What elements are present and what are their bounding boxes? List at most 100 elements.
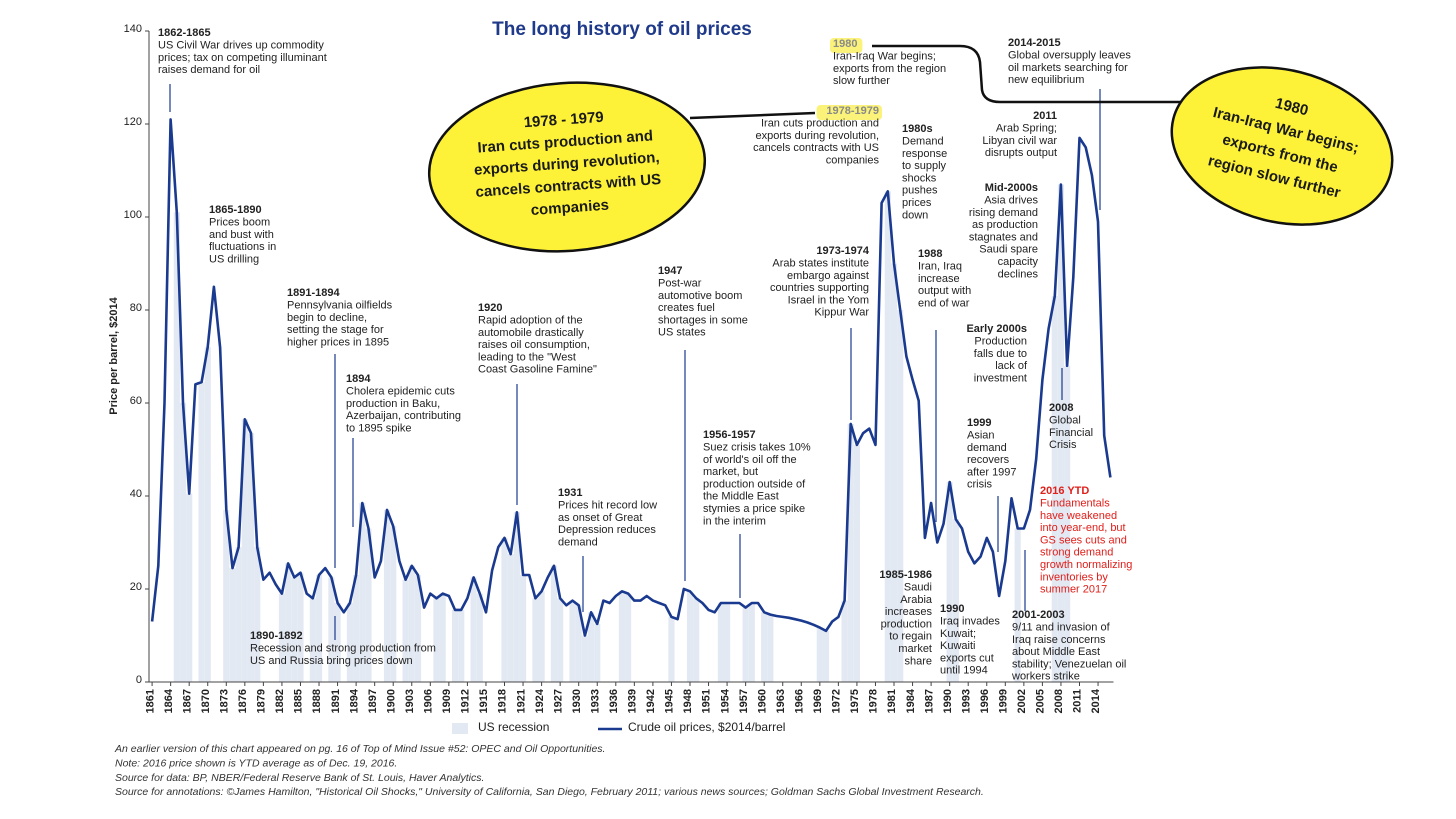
annotation-text: stagnates and xyxy=(969,231,1038,243)
annotation-text: and bust with xyxy=(209,229,274,241)
annotation-text: to 1895 spike xyxy=(346,422,411,434)
recession-bar xyxy=(501,537,508,682)
x-tick-label: 1966 xyxy=(793,689,805,713)
annotation-text: strong demand xyxy=(1040,547,1113,559)
annotation-text: crisis xyxy=(967,479,993,491)
annotation-text: Prices boom xyxy=(209,217,270,229)
annotation-text: of world's oil off the xyxy=(703,454,797,466)
x-tick-label: 2014 xyxy=(1090,688,1102,713)
recession-bar xyxy=(186,493,193,682)
x-tick-label: 1900 xyxy=(385,689,397,713)
recession-bar xyxy=(334,602,341,682)
legend-label: US recession xyxy=(478,720,549,734)
annotation-text: Coast Gasoline Famine" xyxy=(478,364,597,376)
annotation-text: share xyxy=(904,655,932,667)
x-tick-label: 1921 xyxy=(515,689,527,713)
annotation-text: Azerbaijan, contributing xyxy=(346,410,461,422)
recession-bar xyxy=(946,482,953,682)
recession-bar xyxy=(884,191,891,683)
annotation-title: 1890-1892 xyxy=(250,630,303,642)
recession-bar xyxy=(173,212,180,682)
annotation-title: 1920 xyxy=(478,302,502,314)
recession-bar xyxy=(513,512,520,682)
recession-bar xyxy=(476,593,483,682)
annotation-text: prices xyxy=(902,197,932,209)
x-tick-label: 1933 xyxy=(589,689,601,713)
annotation-text: Crisis xyxy=(1049,439,1077,451)
x-tick-label: 1936 xyxy=(608,689,620,713)
annotation-text: market xyxy=(898,643,932,655)
annotation-text: production outside of xyxy=(703,478,806,490)
x-tick-label: 1975 xyxy=(849,689,861,713)
annotation-text: shortages in some xyxy=(658,314,748,326)
x-tick-label: 1987 xyxy=(923,689,935,713)
annotation-text: exports from the region xyxy=(833,63,946,75)
annotation-text: disrupts output xyxy=(985,147,1057,159)
recession-bar xyxy=(408,565,415,682)
annotation-text: demand xyxy=(967,442,1007,454)
y-tick-label: 120 xyxy=(124,116,142,128)
highlight xyxy=(816,105,882,120)
y-tick-label: 20 xyxy=(130,581,142,593)
annotation-text: automotive boom xyxy=(658,290,742,302)
x-tick-label: 2008 xyxy=(1053,689,1065,713)
annotation-text: 9/11 and invasion of xyxy=(1012,622,1111,634)
annotation-text: new equilibrium xyxy=(1008,74,1084,86)
recession-bar xyxy=(519,575,527,682)
annotation-text: market, but xyxy=(703,466,758,478)
annotation-text: Libyan civil war xyxy=(982,135,1057,147)
annotation-text: countries supporting xyxy=(770,282,869,294)
x-tick-label: 1951 xyxy=(701,689,713,713)
price-line xyxy=(150,118,1112,637)
x-tick-label: 1873 xyxy=(218,689,230,713)
annotation-text: increase xyxy=(918,273,960,285)
recession-bar xyxy=(723,602,731,682)
recession-bar xyxy=(841,600,848,682)
x-tick-label: 2005 xyxy=(1035,689,1047,713)
x-tick-label: 1984 xyxy=(905,688,917,713)
recession-bar xyxy=(1057,184,1065,682)
y-tick-label: 40 xyxy=(130,488,142,500)
x-tick-label: 1918 xyxy=(497,689,509,713)
callout-bubble xyxy=(1170,66,1394,226)
annotation-text: production in Baku, xyxy=(346,398,440,410)
annotation-text: recovers xyxy=(967,454,1010,466)
recession-bar xyxy=(229,568,236,682)
annotation-text: Kuwaiti xyxy=(940,640,975,652)
annotation-text: GS sees cuts and xyxy=(1040,534,1127,546)
recession-bar xyxy=(179,403,187,682)
annotation-title: 1862-1865 xyxy=(158,27,211,39)
annotation-title: 1990 xyxy=(940,603,964,615)
x-tick-label: 1924 xyxy=(534,688,546,713)
recession-bar xyxy=(569,600,576,682)
x-tick-label: 1960 xyxy=(756,689,768,713)
annotation-title: Mid-2000s xyxy=(985,182,1038,194)
recession-bar xyxy=(297,572,304,682)
annotation-title: 1865-1890 xyxy=(209,204,262,216)
annotation-title: 1980s xyxy=(902,123,933,135)
annotation-text: Demand xyxy=(902,136,944,148)
recession-bar xyxy=(693,598,700,682)
annotation-text: US states xyxy=(658,327,706,339)
annotation-text: fluctuations in xyxy=(209,241,276,253)
x-tick-label: 1993 xyxy=(960,689,972,713)
recession-bar xyxy=(451,609,459,682)
annotation-text: Rapid adoption of the xyxy=(478,315,583,327)
x-tick-label: 1939 xyxy=(627,689,639,713)
recession-bar xyxy=(433,598,440,682)
callout-text: 1978 - 1979 xyxy=(523,109,604,132)
y-axis-label: Price per barrel, $2014 xyxy=(108,296,120,414)
annotation-text: into year-end, but xyxy=(1040,522,1126,534)
annotation-text: demand xyxy=(558,536,598,548)
annotation-text: stability; Venezuelan oil xyxy=(1012,658,1126,670)
recession-bar xyxy=(1014,528,1021,682)
annotation-text: down xyxy=(902,209,928,221)
annotation-title: 1988 xyxy=(918,248,942,260)
y-tick-label: 60 xyxy=(130,395,142,407)
annotation-text: to regain xyxy=(889,631,932,643)
x-tick-label: 1897 xyxy=(367,689,379,713)
recession-bar xyxy=(328,577,335,682)
recession-bar xyxy=(853,444,861,682)
annotation-text: falls due to xyxy=(974,348,1027,360)
